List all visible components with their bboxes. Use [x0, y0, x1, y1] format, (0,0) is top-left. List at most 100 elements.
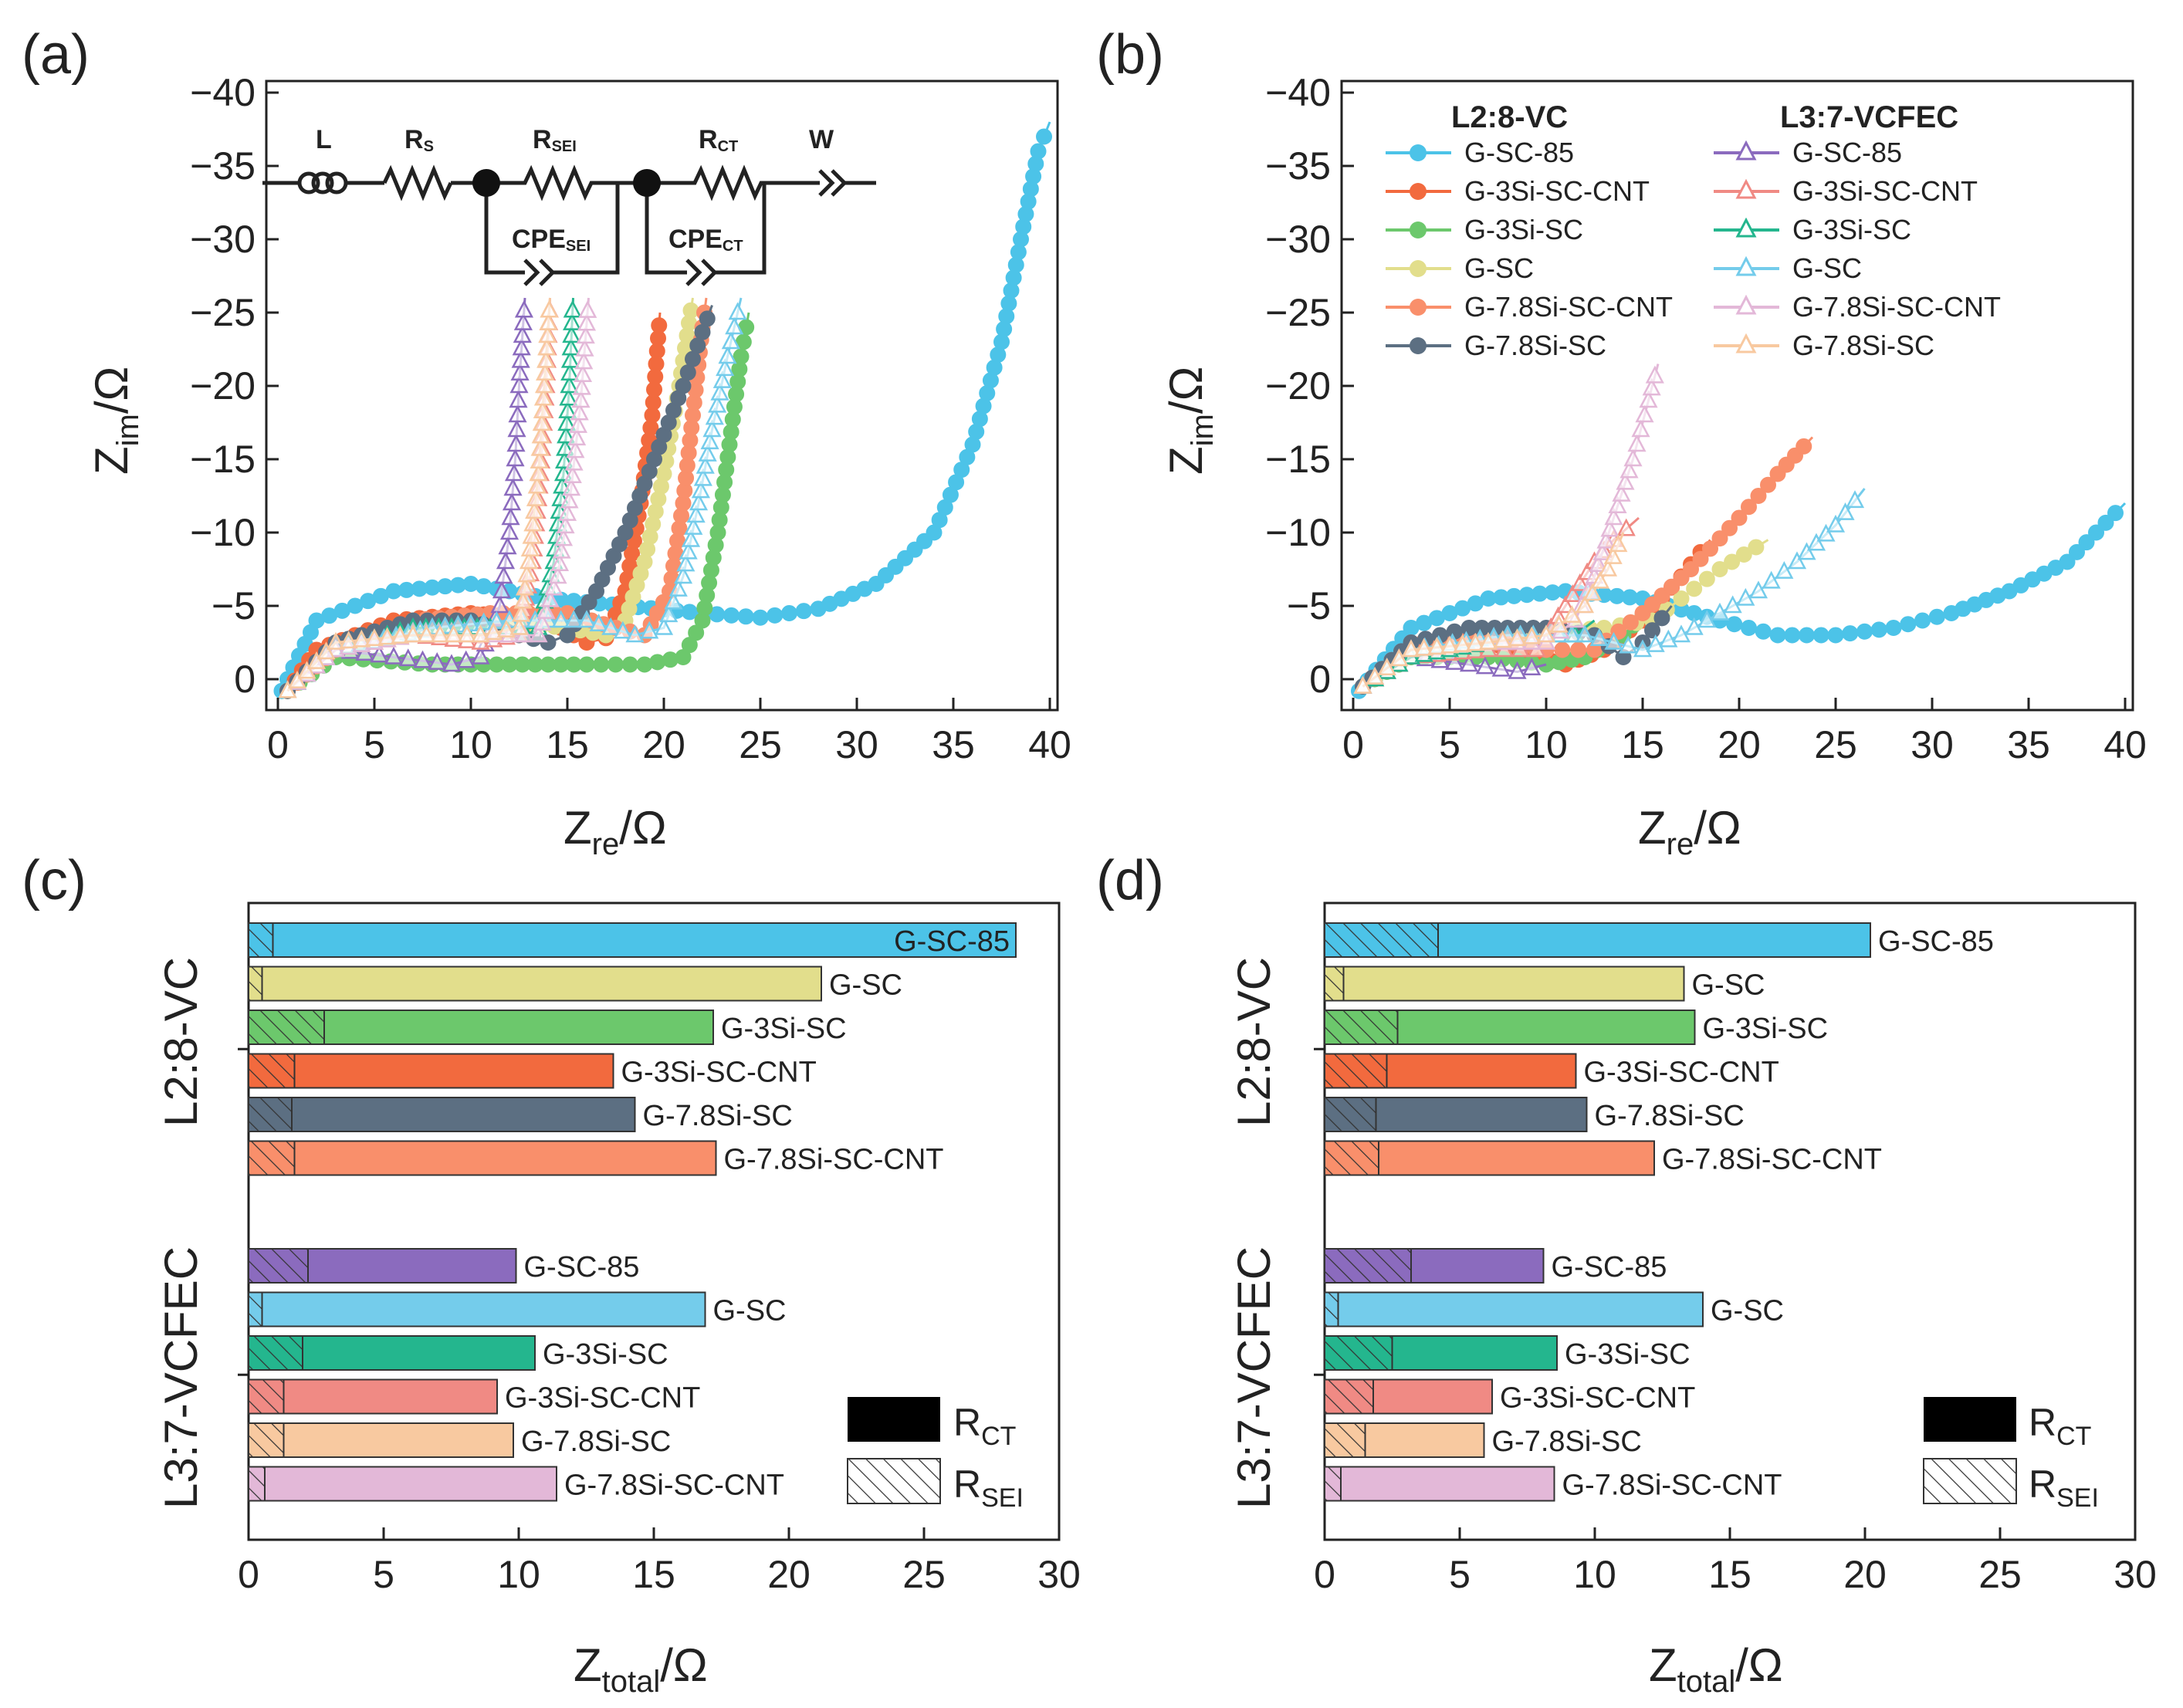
data-point	[708, 394, 727, 413]
data-point	[509, 617, 529, 635]
data-point	[578, 299, 597, 318]
bar-label: G-SC-85	[894, 925, 1010, 958]
data-point	[558, 400, 577, 418]
data-point	[527, 475, 547, 494]
circuit-wire-sei-bottom-right	[553, 183, 620, 275]
data-point	[659, 604, 679, 623]
x-tick-label: 10	[1525, 723, 1568, 766]
data-point	[1445, 651, 1464, 670]
legend-rsei-label-c: RSEI	[953, 1463, 1024, 1513]
bar-rct	[248, 1466, 557, 1502]
data-point	[536, 600, 556, 619]
y-tick-label: 0	[234, 658, 256, 701]
data-point	[534, 375, 554, 394]
data-point	[1631, 419, 1650, 438]
data-point	[1453, 634, 1472, 652]
data-point	[1466, 633, 1485, 651]
x-axis-title-c: Ztotal/Ω	[574, 1639, 708, 1699]
data-point	[1644, 622, 1660, 639]
x-tick-label: 0	[267, 723, 289, 766]
data-point	[1721, 519, 1738, 536]
legend-entry-label: G-3Si-SC	[1464, 214, 1583, 245]
data-point	[532, 413, 551, 431]
group-label-d-l2: L2:8-VC	[1228, 957, 1280, 1127]
data-point	[522, 526, 541, 544]
data-point	[1582, 583, 1603, 601]
legend-entry-label: G-3Si-SC-CNT	[1464, 175, 1650, 207]
legend-marker	[1735, 294, 1757, 315]
nyquist-plot-b: 0 5 10 15 20 25 30 35 40 0 −5 −10 −15 −20 −25 −30 −35 −40…	[1160, 71, 2147, 861]
data-point	[326, 631, 346, 650]
bar-rct	[248, 1140, 717, 1176]
data-point	[403, 624, 423, 643]
data-point	[1589, 554, 1608, 573]
data-point	[767, 607, 784, 624]
data-point	[577, 313, 597, 331]
data-point	[520, 539, 540, 556]
data-point	[1710, 602, 1730, 621]
data-point	[1731, 509, 1748, 526]
data-point	[1812, 627, 1829, 644]
x-tick-label: 25	[739, 723, 782, 766]
data-point	[519, 551, 539, 570]
data-point	[492, 580, 512, 599]
data-point	[508, 404, 527, 423]
data-point	[2088, 524, 2104, 541]
bar-rsei	[248, 1422, 285, 1458]
data-point	[510, 363, 530, 380]
data-point	[551, 610, 570, 628]
cpe-ct-chevron-2	[701, 259, 718, 286]
data-point	[509, 390, 528, 408]
data-point	[511, 604, 531, 622]
x-tick-label: 30	[2114, 1553, 2157, 1596]
data-point	[1508, 661, 1527, 679]
plot-frame-a	[265, 79, 1059, 712]
data-point	[533, 613, 552, 631]
data-point	[699, 310, 716, 327]
data-point	[1562, 604, 1582, 623]
data-point	[1598, 558, 1618, 577]
equivalent-circuit-diagram	[262, 164, 876, 286]
data-point	[456, 650, 476, 668]
bar-label: G-3Si-SC	[1703, 1013, 1829, 1045]
data-point	[533, 387, 553, 406]
data-point	[498, 536, 517, 555]
bar-rct	[1324, 966, 1685, 1002]
nyquist-plot-a: 0 5 10 15 20 25 30 35 40 0 −5 −10 −15 −20 −25 −30 −35 −40	[86, 71, 1071, 861]
data-point	[1619, 460, 1639, 479]
bar-label: G-7.8Si-SC	[643, 1100, 793, 1132]
data-point	[577, 610, 597, 628]
data-point	[1711, 530, 1728, 547]
data-point	[561, 478, 581, 496]
legend-entry-label: G-7.8Si-SC-CNT	[1792, 291, 2001, 323]
bar-rct	[248, 922, 1017, 958]
y-tick-label: −5	[212, 584, 256, 627]
bar-label: G-SC	[713, 1295, 787, 1328]
data-point	[1590, 570, 1610, 589]
data-point	[1491, 658, 1511, 677]
x-tick-label: 5	[1439, 723, 1460, 766]
x-tick-label: 10	[497, 1553, 540, 1596]
data-point	[1522, 626, 1542, 644]
data-point	[1619, 635, 1638, 654]
x-tick-label: 20	[767, 1553, 811, 1596]
data-point	[1748, 580, 1768, 599]
data-point	[563, 299, 582, 318]
data-point	[544, 577, 564, 596]
data-point	[1030, 143, 1047, 160]
data-point	[621, 656, 638, 673]
bar-label: G-SC	[1711, 1295, 1784, 1328]
data-point	[1366, 666, 1385, 685]
data-point	[1616, 518, 1636, 536]
data-point	[691, 480, 710, 499]
y-tick-label: −40	[1265, 71, 1331, 114]
circuit-node-2	[633, 169, 661, 197]
resistor-rct-zigzag	[647, 164, 795, 201]
data-point	[1645, 365, 1664, 384]
data-point	[564, 452, 584, 471]
legend-rsei-label-d: RSEI	[2029, 1463, 2099, 1513]
data-point	[1522, 658, 1542, 675]
data-point	[1683, 561, 1699, 577]
cpe-sei-chevron-2	[539, 259, 556, 286]
